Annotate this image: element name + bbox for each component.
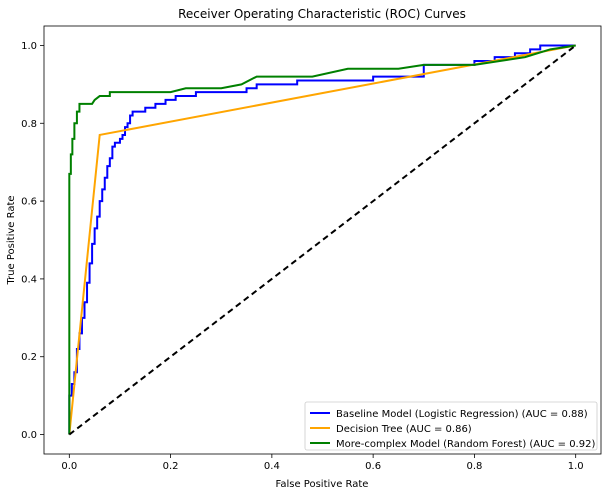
plot-frame [43, 25, 602, 455]
x-tick-label: 1.0 [568, 461, 584, 472]
x-tick-label: 0.6 [365, 461, 381, 472]
y-tick-label: 0.0 [21, 430, 37, 441]
y-axis-label: True Positive Rate [6, 195, 17, 285]
x-tick-label: 0.2 [163, 461, 179, 472]
y-tick-label: 0.8 [21, 119, 37, 130]
y-tick-label: 0.6 [21, 197, 37, 208]
x-tick-label: 0.8 [466, 461, 482, 472]
y-tick-label: 1.0 [21, 41, 37, 52]
x-axis-label: False Positive Rate [276, 479, 369, 490]
y-tick-label: 0.4 [21, 274, 37, 285]
y-tick-label: 0.2 [21, 352, 37, 363]
roc-line-baseline [68, 44, 576, 435]
legend-label-baseline: Baseline Model (Logistic Regression) (AU… [336, 409, 588, 420]
legend-label-random-forest: More-complex Model (Random Forest) (AUC … [336, 439, 595, 450]
roc-line-random-forest [68, 44, 576, 435]
chart-title: Receiver Operating Characteristic (ROC) … [178, 7, 466, 21]
x-tick-label: 0.0 [61, 461, 77, 472]
legend-box [304, 401, 598, 451]
legend: Baseline Model (Logistic Regression) (AU… [304, 401, 598, 451]
plot-area [68, 44, 577, 436]
legend-label-decision-tree: Decision Tree (AUC = 0.86) [336, 424, 472, 435]
x-tick-label: 0.4 [264, 461, 280, 472]
x-axis-ticks: 0.0 0.2 0.4 0.6 0.8 1.0 [61, 454, 584, 472]
roc-line-decision-tree [68, 44, 576, 435]
y-axis-ticks: 0.0 0.2 0.4 0.6 0.8 1.0 [21, 41, 44, 441]
chance-reference-line [68, 44, 577, 436]
